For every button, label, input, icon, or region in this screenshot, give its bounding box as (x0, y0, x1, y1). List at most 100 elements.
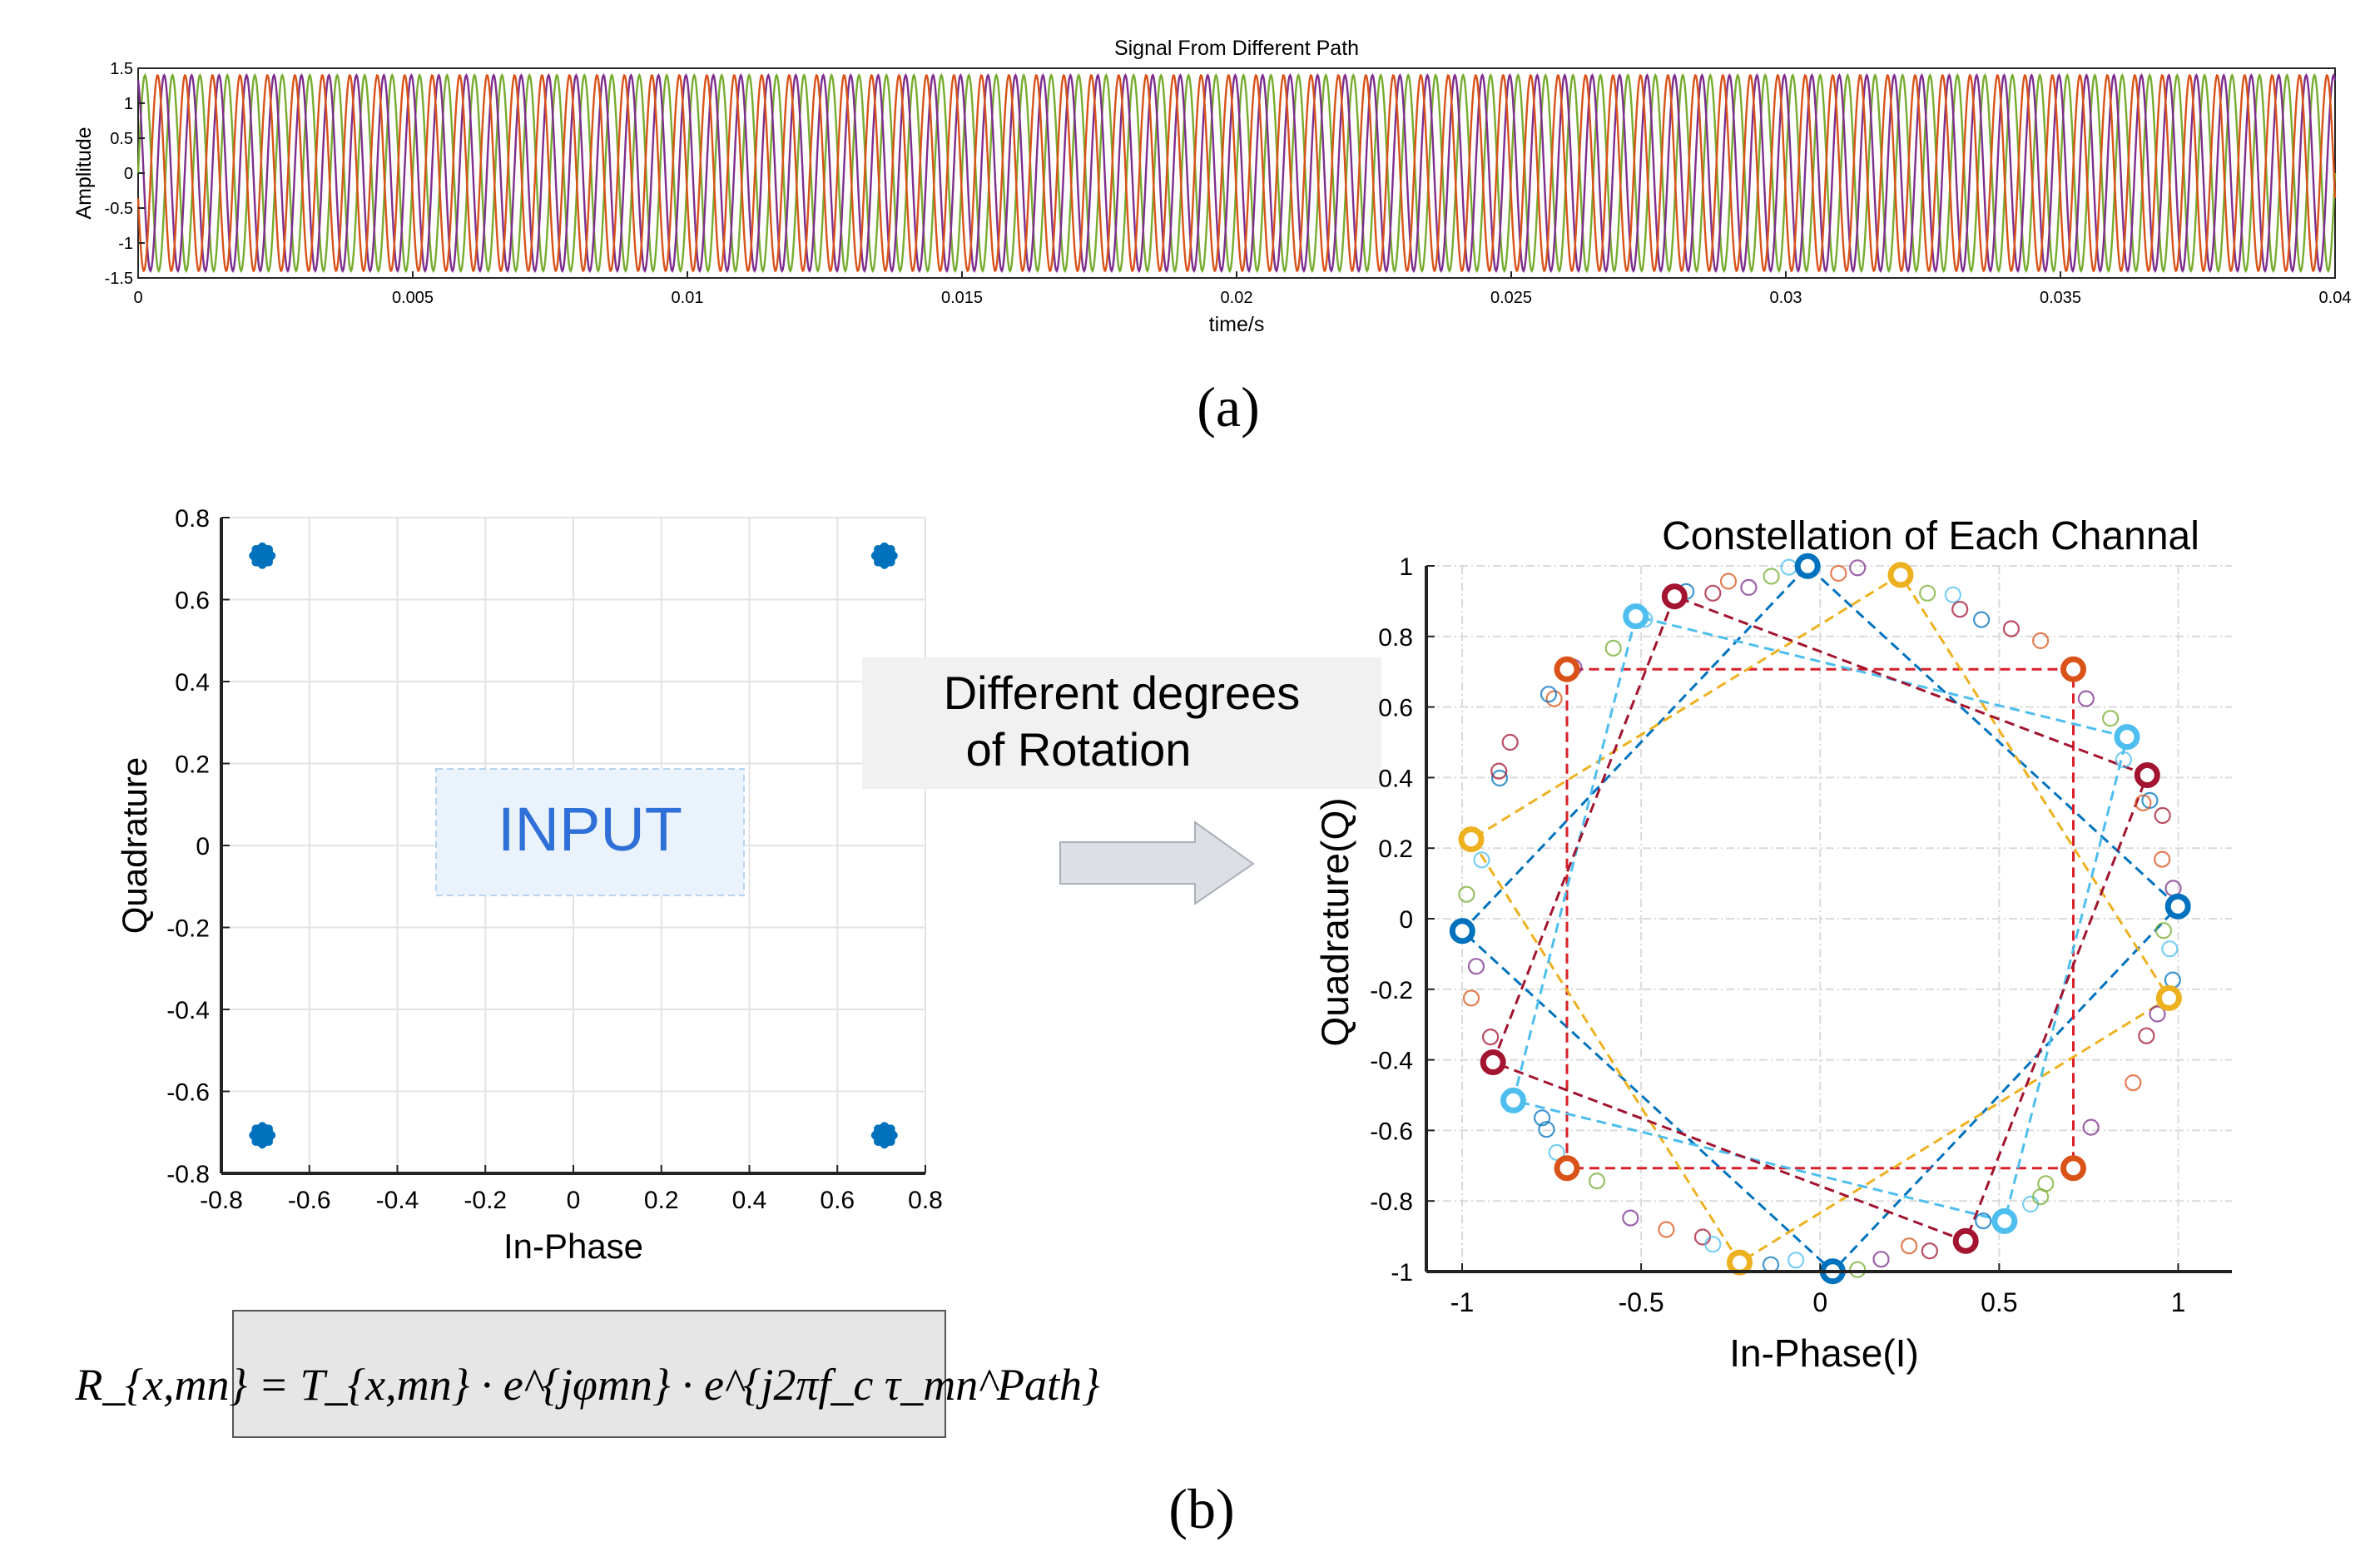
input-point-marker (267, 551, 276, 560)
signal-ytick-label: -1.5 (105, 270, 133, 288)
rotation-callout: Different degrees of Rotation (862, 657, 1381, 905)
channel-xtick-label: 0 (1812, 1287, 1827, 1317)
input-point-marker (889, 551, 898, 560)
input-point-marker (249, 551, 258, 560)
signal-series-1 (136, 72, 2337, 274)
input-xtick-label: 0.6 (820, 1187, 855, 1214)
input-xtick-label: 0.8 (908, 1187, 943, 1214)
channel-point-channel-light-blue (2114, 724, 2140, 751)
signal-xtick-label: 0.025 (1490, 289, 1532, 307)
channel-ytick-label: -1 (1391, 1259, 1413, 1287)
channel-ring-point (1704, 1236, 1722, 1253)
channel-point-channel-dark-red (1952, 1227, 1979, 1254)
input-xtick-label: -0.8 (200, 1187, 243, 1214)
channel-ring-point (1658, 1221, 1675, 1238)
signal-axes: 0 0.005 0.01 0.015 0.02 0.025 0.03 0.035 0.04 1.5… (105, 60, 2352, 307)
signal-ytick-label: 1 (124, 95, 133, 113)
channel-ring-point (1533, 1109, 1551, 1127)
channel-ring-point (1944, 586, 1961, 603)
input-point-marker (870, 1131, 880, 1140)
channel-point-channel-light-blue (1500, 1087, 1526, 1113)
channel-ring-point (1704, 584, 1722, 602)
signal-ytick-label: -1 (118, 235, 133, 253)
input-point-marker (889, 1131, 898, 1140)
channel-ring-point (2154, 922, 2173, 940)
input-ytick-label: 0.2 (175, 751, 210, 779)
channel-xtick-label: -1 (1450, 1287, 1474, 1317)
input-point-marker (258, 560, 267, 569)
channel-ring-point (1540, 686, 1558, 703)
channel-point-channel-dark-blue (1449, 918, 1475, 945)
channel-ring-point (1787, 1252, 1805, 1269)
channel-ytick-label: 1 (1399, 553, 1413, 581)
input-ylabel: Quadrature (115, 757, 154, 934)
channel-ring-point (1467, 958, 1485, 975)
input-point-marker (251, 1138, 260, 1146)
input-point-marker (874, 545, 882, 553)
channel-ring-point (1921, 1242, 1938, 1260)
channel-ring-point (1545, 690, 1563, 707)
channel-ytick-label: 0.6 (1378, 695, 1413, 722)
input-point-marker (886, 1124, 895, 1133)
signal-ytick-label: 0.5 (110, 130, 133, 148)
signal-chart: Signal From Different Path 0 0.005 0.01 0.0… (72, 37, 2351, 439)
rotation-label-background (862, 657, 1381, 789)
input-point-marker (265, 1124, 273, 1133)
input-point-marker (880, 542, 889, 551)
channel-ring-point (2032, 632, 2050, 650)
rotation-label-line2: of Rotation (966, 723, 1192, 776)
channel-point-channel-yellow (1727, 1249, 1753, 1276)
formula-background (232, 1310, 946, 1438)
input-axes: -0.8 -0.6 -0.4 -0.2 0 0.2 0.4 0.6 0.8 0.8 0.6 0.4 0.… (166, 505, 943, 1214)
channel-point-channel-yellow (1887, 562, 1914, 588)
channel-ring-point (1490, 762, 1508, 780)
channel-ytick-label: -0.8 (1370, 1188, 1413, 1216)
signal-xtick-label: 0.03 (1770, 289, 1802, 307)
channel-ring-point (1740, 578, 1758, 597)
channel-constellation: Constellation of Each Channal -1 -0.5 0 0.5… (1313, 514, 2232, 1375)
channel-ring-point (1719, 573, 1738, 590)
channel-ring-point (2002, 620, 2020, 637)
input-point-marker (880, 1122, 889, 1131)
channel-ring-points (1458, 558, 2182, 1278)
channel-grid (1426, 565, 2232, 1272)
signal-xtick-label: 0 (133, 289, 142, 307)
channel-ytick-label: -0.4 (1370, 1048, 1413, 1075)
input-point-marker (251, 558, 260, 567)
panel-a-label: (a) (1197, 375, 1259, 439)
signal-ylabel: Amplitude (72, 126, 96, 219)
signal-series-3 (136, 73, 2337, 273)
channel-xtick-label: -0.5 (1619, 1287, 1664, 1317)
signal-waves (136, 72, 2337, 274)
channel-ring-point (2164, 971, 2181, 989)
channel-ring-point (2135, 794, 2152, 811)
channel-ring-point (2138, 1027, 2155, 1044)
channel-ring-point (1763, 568, 1780, 585)
signal-xtick-label: 0.01 (672, 289, 704, 307)
channel-ring-point (1693, 1228, 1712, 1246)
input-xtick-label: -0.6 (288, 1187, 331, 1214)
channel-ring-point (1458, 885, 1475, 903)
channel-ring-point (2125, 1074, 2142, 1092)
channel-ytick-label: 0.8 (1378, 624, 1413, 652)
signal-xtick-label: 0.005 (392, 289, 434, 307)
input-point-marker (251, 1124, 260, 1133)
channel-ring-point (2102, 710, 2120, 727)
signal-ytick-label: -0.5 (105, 200, 133, 218)
channel-ring-point (1473, 851, 1490, 869)
formula-text: R_{x,mn} = T_{x,mn} · e^{jφmn} · e^{j2πf… (74, 1360, 1100, 1410)
channel-ring-point (2022, 1195, 2040, 1213)
formula-box: R_{x,mn} = T_{x,mn} · e^{jφmn} · e^{j2πf… (74, 1310, 1100, 1438)
channel-ring-point (2161, 940, 2179, 958)
channel-point-channel-yellow (1458, 826, 1485, 853)
signal-xtick-label: 0.04 (2319, 289, 2352, 307)
channel-xtick-label: 0.5 (1981, 1287, 2017, 1317)
input-point-marker (258, 1140, 267, 1149)
input-point-marker (258, 1122, 267, 1131)
channel-ring-point (2149, 1005, 2166, 1023)
channel-ring-point (1490, 769, 1509, 787)
input-ytick-label: 0.8 (175, 505, 210, 533)
channel-point-channel-red (2060, 656, 2086, 682)
input-point-marker (874, 558, 882, 567)
channel-point-channel-light-blue (1991, 1207, 2018, 1234)
